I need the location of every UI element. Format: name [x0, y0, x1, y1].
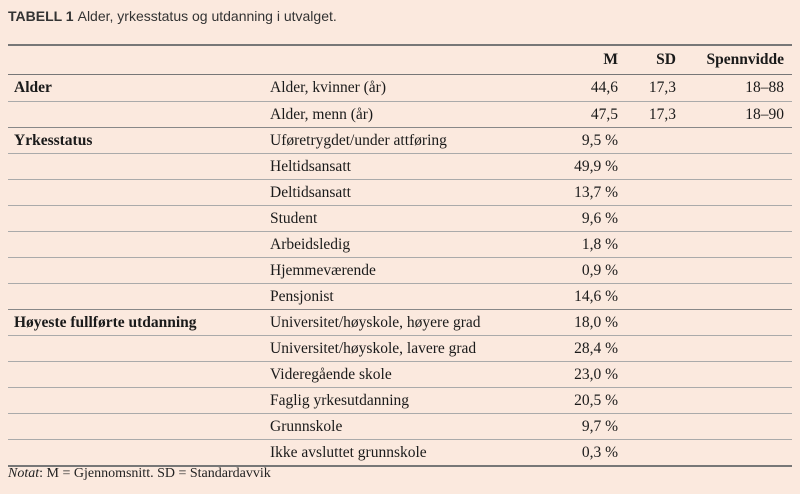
- cell-m: 28,4 %: [574, 339, 618, 357]
- cell-item: Student: [270, 209, 318, 227]
- header-m: M: [603, 51, 618, 68]
- caption-text: Alder, yrkesstatus og utdanning i utvalg…: [77, 8, 337, 24]
- cell-sd: 17,3: [648, 105, 676, 123]
- cell-group: Alder: [14, 79, 52, 96]
- cell-m: 49,9 %: [574, 157, 618, 175]
- cell-item: Grunnskole: [270, 417, 343, 435]
- cell-m: 9,7 %: [581, 417, 618, 435]
- table-row: Alder Alder, kvinner (år) 44,6 17,3 18–88: [8, 75, 792, 101]
- table-row: Universitet/høyskole, lavere grad 28,4 %: [8, 335, 792, 361]
- cell-m: 20,5 %: [574, 391, 618, 409]
- table-row: Student 9,6 %: [8, 205, 792, 231]
- cell-m: 9,6 %: [581, 209, 618, 227]
- cell-m: 0,3 %: [581, 443, 618, 461]
- table-row: Hjemmeværende 0,9 %: [8, 257, 792, 283]
- cell-item: Alder, kvinner (år): [270, 79, 387, 96]
- table-row: Faglig yrkesutdanning 20,5 %: [8, 387, 792, 413]
- cell-item: Alder, menn (år): [270, 105, 374, 123]
- cell-item: Deltidsansatt: [270, 183, 351, 201]
- table-row: Høyeste fullførte utdanning Universitet/h…: [8, 309, 792, 335]
- cell-item: Universitet/høyskole, lavere grad: [270, 339, 477, 357]
- cell-m: 9,5 %: [581, 131, 618, 149]
- header-range: Spennvidde: [706, 51, 784, 68]
- cell-item: Heltidsansatt: [270, 157, 351, 175]
- cell-item: Universitet/høyskole, høyere grad: [270, 313, 481, 331]
- table-row: Deltidsansatt 13,7 %: [8, 179, 792, 205]
- cell-m: 47,5: [590, 105, 618, 123]
- table-row: Heltidsansatt 49,9 %: [8, 153, 792, 179]
- cell-item: Pensjonist: [270, 287, 334, 305]
- table-row: Ikke avsluttet grunnskole 0,3 %: [8, 439, 792, 465]
- table-row: Yrkesstatus Uføretrygdet/under attføring 9…: [8, 127, 792, 153]
- table-note: Notat: M = Gjennomsnitt. SD = Standardav…: [8, 466, 271, 482]
- data-table: M SD Spennvidde Alder Alder, kvinner (år)…: [8, 44, 792, 467]
- table-caption: TABELL 1 Alder, yrkesstatus og utdanning …: [8, 8, 337, 24]
- table-row: Pensjonist 14,6 %: [8, 283, 792, 309]
- cell-item: Uføretrygdet/under attføring: [270, 131, 447, 149]
- cell-group: Høyeste fullførte utdanning: [14, 313, 197, 331]
- table-row: Grunnskole 9,7 %: [8, 413, 792, 439]
- table-row: Videregående skole 23,0 %: [8, 361, 792, 387]
- table-body: Alder Alder, kvinner (år) 44,6 17,3 18–88 Ald…: [8, 75, 792, 465]
- cell-m: 0,9 %: [581, 261, 618, 279]
- cell-group: Yrkesstatus: [14, 131, 93, 149]
- table-header-row: M SD Spennvidde: [8, 46, 792, 75]
- table-row: Alder, menn (år) 47,5 17,3 18–90: [8, 101, 792, 127]
- note-label: Notat: [8, 466, 40, 481]
- cell-item: Videregående skole: [270, 365, 392, 383]
- cell-item: Ikke avsluttet grunnskole: [270, 443, 427, 461]
- cell-range: 18–88: [745, 79, 784, 96]
- note-text: : M = Gjennomsnitt. SD = Standardavvik: [39, 466, 271, 481]
- cell-m: 14,6 %: [574, 287, 618, 305]
- header-sd: SD: [656, 51, 676, 68]
- table-row: Arbeidsledig 1,8 %: [8, 231, 792, 257]
- cell-m: 23,0 %: [574, 365, 618, 383]
- cell-sd: 17,3: [648, 79, 676, 96]
- cell-m: 1,8 %: [581, 235, 618, 253]
- cell-item: Faglig yrkesutdanning: [270, 391, 410, 409]
- caption-label: TABELL 1: [8, 8, 74, 24]
- cell-range: 18–90: [745, 105, 784, 123]
- cell-m: 44,6: [590, 79, 618, 96]
- cell-m: 13,7 %: [574, 183, 618, 201]
- cell-item: Hjemmeværende: [270, 261, 376, 279]
- cell-item: Arbeidsledig: [270, 235, 351, 253]
- cell-m: 18,0 %: [574, 313, 618, 331]
